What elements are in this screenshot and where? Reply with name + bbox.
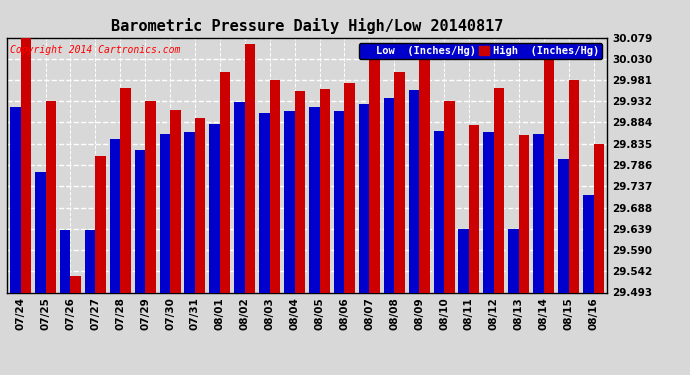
Bar — [21, 38, 31, 292]
Bar — [220, 72, 230, 292]
Bar — [46, 102, 56, 292]
Bar — [494, 88, 504, 292]
Bar — [558, 159, 569, 292]
Bar — [184, 132, 195, 292]
Bar — [344, 83, 355, 292]
Bar — [195, 118, 206, 292]
Bar — [484, 132, 494, 292]
Bar — [319, 89, 330, 292]
Bar — [245, 45, 255, 292]
Bar — [583, 195, 593, 292]
Bar — [235, 102, 245, 292]
Legend: Low  (Inches/Hg), High  (Inches/Hg): Low (Inches/Hg), High (Inches/Hg) — [359, 43, 602, 59]
Bar — [433, 132, 444, 292]
Bar — [135, 150, 145, 292]
Title: Barometric Pressure Daily High/Low 20140817: Barometric Pressure Daily High/Low 20140… — [111, 18, 503, 33]
Bar — [509, 228, 519, 292]
Bar — [159, 134, 170, 292]
Bar — [519, 135, 529, 292]
Bar — [394, 72, 405, 292]
Bar — [120, 88, 130, 292]
Bar — [95, 156, 106, 292]
Bar — [145, 102, 156, 292]
Bar — [359, 104, 369, 292]
Bar — [70, 276, 81, 292]
Bar — [334, 111, 344, 292]
Bar — [369, 59, 380, 292]
Bar — [458, 228, 469, 292]
Text: Copyright 2014 Cartronics.com: Copyright 2014 Cartronics.com — [10, 45, 180, 55]
Bar — [384, 98, 394, 292]
Bar — [533, 134, 544, 292]
Bar — [469, 125, 480, 292]
Bar — [408, 90, 419, 292]
Bar — [60, 230, 70, 292]
Bar — [170, 110, 181, 292]
Bar — [593, 144, 604, 292]
Bar — [270, 80, 280, 292]
Bar — [259, 113, 270, 292]
Bar — [309, 107, 319, 292]
Bar — [544, 59, 554, 292]
Bar — [444, 102, 455, 292]
Bar — [110, 140, 120, 292]
Bar — [85, 230, 95, 292]
Bar — [10, 107, 21, 292]
Bar — [284, 111, 295, 292]
Bar — [419, 59, 430, 292]
Bar — [569, 80, 579, 292]
Bar — [35, 172, 46, 292]
Bar — [209, 124, 220, 292]
Bar — [295, 91, 305, 292]
